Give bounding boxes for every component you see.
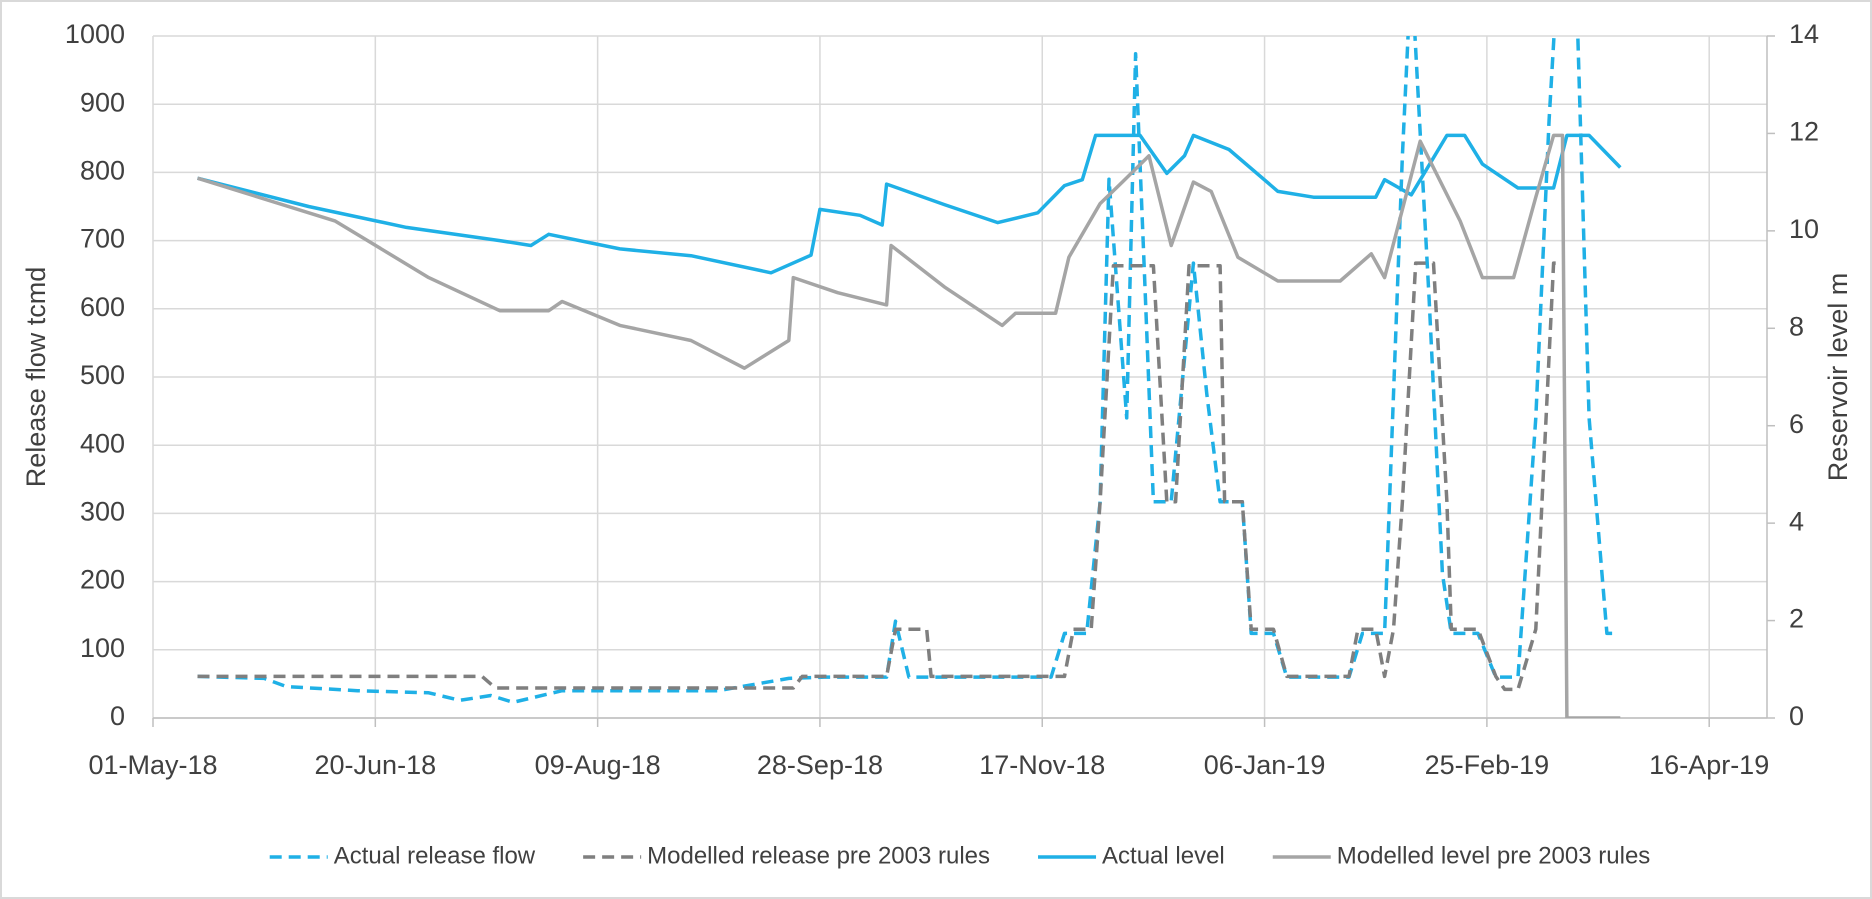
legend-item: Actual release flow (269, 842, 536, 869)
x-tick-label: 09-Aug-18 (535, 750, 661, 780)
plot-area (196, 36, 1622, 718)
y-tick-label: 900 (80, 87, 125, 117)
y2-tick-label: 6 (1789, 409, 1804, 439)
y-tick-label: 300 (80, 497, 125, 527)
y-tick-label: 800 (80, 156, 125, 186)
y-tick-label: 200 (80, 565, 125, 595)
y2-tick-label: 14 (1789, 19, 1819, 49)
legend-label: Actual release flow (334, 842, 536, 869)
grid: 0 100 200 300 400 500 600 700 800 900 1000 0 2 4 6 8 10 1… (65, 19, 1819, 780)
y-tick-label: 700 (80, 224, 125, 254)
x-tick-label: 17-Nov-18 (979, 750, 1105, 780)
y-tick-label: 600 (80, 292, 125, 322)
legend-label: Modelled level pre 2003 rules (1337, 842, 1651, 869)
x-tick-label: 16-Apr-19 (1649, 750, 1769, 780)
x-tick-label: 20-Jun-18 (315, 750, 437, 780)
x-tick-label: 28-Sep-18 (757, 750, 883, 780)
y-tick-label: 0 (110, 701, 125, 731)
y2-tick-label: 0 (1789, 701, 1804, 731)
legend-label: Modelled release pre 2003 rules (647, 842, 990, 869)
y-tick-label: 400 (80, 428, 125, 458)
legend-item: Modelled release pre 2003 rules (583, 842, 990, 869)
series-line (196, 133, 1621, 718)
y-tick-label: 1000 (65, 19, 125, 49)
series-line (197, 133, 1622, 275)
y2-tick-label: 2 (1789, 604, 1804, 634)
y2-axis-title: Reservoir level m (1823, 273, 1853, 482)
series-line (197, 36, 1616, 705)
y-tick-label: 100 (80, 633, 125, 663)
legend-item: Actual level (1038, 842, 1225, 869)
y2-tick-label: 8 (1789, 311, 1804, 341)
y2-tick-label: 4 (1789, 506, 1804, 536)
x-tick-label: 25-Feb-19 (1425, 750, 1550, 780)
legend: Actual release flow Modelled release pre … (269, 842, 1651, 869)
x-tick-label: 06-Jan-19 (1204, 750, 1326, 780)
y-tick-label: 500 (80, 360, 125, 390)
legend-item: Modelled level pre 2003 rules (1272, 842, 1651, 869)
x-tick-label: 01-May-18 (88, 750, 217, 780)
series-line (197, 261, 1563, 692)
legend-label: Actual level (1102, 842, 1225, 869)
y-axis-title: Release flow tcmd (21, 267, 51, 488)
y2-tick-label: 12 (1789, 117, 1819, 147)
y2-tick-label: 10 (1789, 214, 1819, 244)
